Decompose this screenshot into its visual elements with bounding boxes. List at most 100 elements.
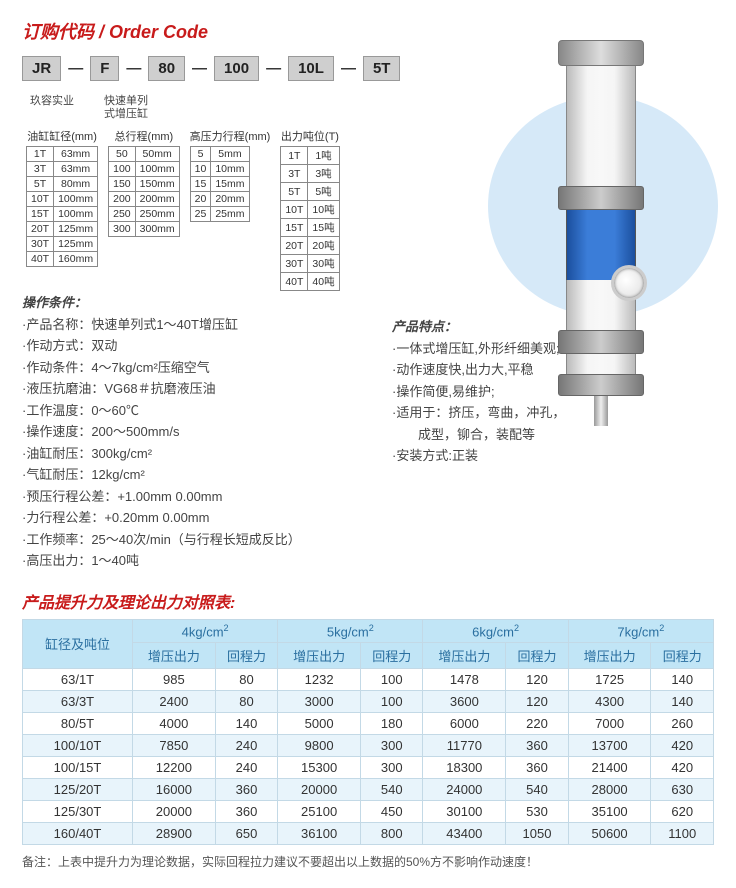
- option-table-title: 高压力行程(mm): [190, 128, 271, 144]
- code-100: 100: [214, 56, 259, 81]
- option-cell: 1T: [281, 147, 308, 165]
- condition-item: ·油缸耐压：300kg/cm²: [22, 444, 362, 464]
- option-cell: 250mm: [135, 207, 179, 222]
- force-cell: 20000: [278, 779, 361, 801]
- force-header: 4kg/cm2: [133, 619, 278, 642]
- option-cell: 50mm: [135, 147, 179, 162]
- label-2: 快速单列式增压缸: [104, 95, 148, 120]
- option-cell: 15吨: [308, 219, 339, 237]
- option-cell: 30吨: [308, 255, 339, 273]
- option-cell: 15: [190, 177, 211, 192]
- option-cell: 25: [190, 207, 211, 222]
- option-cell: 10: [190, 162, 211, 177]
- force-subheader: 回程力: [361, 643, 423, 669]
- force-cell: 800: [361, 823, 423, 845]
- force-cell: 28000: [568, 779, 651, 801]
- force-cell: 140: [651, 691, 714, 713]
- force-cell: 360: [215, 801, 277, 823]
- option-cell: 3吨: [308, 165, 339, 183]
- force-cell: 240: [215, 735, 277, 757]
- condition-item: ·作动条件：4～7kg/cm²压缩空气: [22, 358, 362, 378]
- force-cell: 260: [651, 713, 714, 735]
- force-cell: 140: [651, 669, 714, 691]
- force-cell: 18300: [423, 757, 506, 779]
- force-cell: 16000: [133, 779, 216, 801]
- force-cell: 63/3T: [23, 691, 133, 713]
- force-cell: 1100: [651, 823, 714, 845]
- option-cell: 10吨: [308, 201, 339, 219]
- force-subheader: 增压出力: [278, 643, 361, 669]
- force-cell: 180: [361, 713, 423, 735]
- dash: —: [124, 60, 143, 77]
- option-cell: 30T: [281, 255, 308, 273]
- option-cell: 250: [109, 207, 136, 222]
- option-cell: 100: [109, 162, 136, 177]
- option-cell: 150: [109, 177, 136, 192]
- force-cell: 13700: [568, 735, 651, 757]
- option-cell: 100mm: [54, 207, 98, 222]
- dash: —: [339, 60, 358, 77]
- force-cell: 50600: [568, 823, 651, 845]
- force-cell: 360: [506, 735, 568, 757]
- force-cell: 5000: [278, 713, 361, 735]
- force-header: 5kg/cm2: [278, 619, 423, 642]
- force-cell: 140: [215, 713, 277, 735]
- force-table-title: 产品提升力及理论出力对照表:: [22, 589, 714, 613]
- option-table: 1T63mm3T63mm5T80mm10T100mm15T100mm20T125…: [26, 146, 98, 267]
- force-table: 缸径及吨位4kg/cm25kg/cm26kg/cm27kg/cm2增压出力回程力…: [22, 619, 714, 845]
- force-cell: 28900: [133, 823, 216, 845]
- dash: —: [190, 60, 209, 77]
- cylinder-illustration: [563, 40, 639, 380]
- condition-item: ·液压抗磨油：VG68＃抗磨液压油: [22, 379, 362, 399]
- force-header: 缸径及吨位: [23, 619, 133, 668]
- force-cell: 540: [361, 779, 423, 801]
- condition-item: ·力行程公差：+0.20mm 0.00mm: [22, 508, 362, 528]
- force-cell: 100: [361, 691, 423, 713]
- force-cell: 80: [215, 691, 277, 713]
- force-cell: 360: [506, 757, 568, 779]
- force-cell: 12200: [133, 757, 216, 779]
- force-cell: 540: [506, 779, 568, 801]
- force-cell: 630: [651, 779, 714, 801]
- option-cell: 125mm: [54, 237, 98, 252]
- pressure-gauge-icon: [611, 265, 647, 301]
- option-cell: 40T: [27, 252, 54, 267]
- force-header: 6kg/cm2: [423, 619, 568, 642]
- feature-item: 成型，铆合，装配等: [392, 425, 714, 445]
- footer-note: 备注：上表中提升力为理论数据，实际回程拉力建议不要超出以上数据的50%方不影响作…: [22, 853, 714, 870]
- force-subheader: 增压出力: [133, 643, 216, 669]
- force-cell: 530: [506, 801, 568, 823]
- code-jr: JR: [22, 56, 61, 81]
- condition-item: ·作动方式：双动: [22, 336, 362, 356]
- force-cell: 650: [215, 823, 277, 845]
- option-cell: 63mm: [54, 162, 98, 177]
- condition-item: ·操作速度：200～500mm/s: [22, 422, 362, 442]
- option-cell: 1吨: [308, 147, 339, 165]
- option-cell: 40吨: [308, 273, 339, 291]
- force-cell: 11770: [423, 735, 506, 757]
- conditions-list: ·产品名称：快速单列式1～40T增压缸·作动方式：双动·作动条件：4～7kg/c…: [22, 315, 362, 571]
- option-cell: 160mm: [54, 252, 98, 267]
- force-subheader: 回程力: [506, 643, 568, 669]
- dash: —: [264, 60, 283, 77]
- force-cell: 100/10T: [23, 735, 133, 757]
- product-photo: [478, 36, 708, 396]
- force-cell: 1050: [506, 823, 568, 845]
- option-cell: 63mm: [54, 147, 98, 162]
- feature-item: ·安装方式:正装: [392, 446, 714, 466]
- force-cell: 80/5T: [23, 713, 133, 735]
- force-cell: 24000: [423, 779, 506, 801]
- code-10l: 10L: [288, 56, 334, 81]
- option-cell: 125mm: [54, 222, 98, 237]
- option-table-title: 出力吨位(T): [280, 128, 339, 144]
- option-table: 1T1吨3T3吨5T5吨10T10吨15T15吨20T20吨30T30吨40T4…: [280, 146, 339, 291]
- force-cell: 120: [506, 669, 568, 691]
- force-cell: 160/40T: [23, 823, 133, 845]
- force-cell: 36100: [278, 823, 361, 845]
- force-cell: 6000: [423, 713, 506, 735]
- option-cell: 3T: [281, 165, 308, 183]
- condition-item: ·产品名称：快速单列式1～40T增压缸: [22, 315, 362, 335]
- force-subheader: 增压出力: [423, 643, 506, 669]
- option-cell: 10T: [27, 192, 54, 207]
- force-cell: 7000: [568, 713, 651, 735]
